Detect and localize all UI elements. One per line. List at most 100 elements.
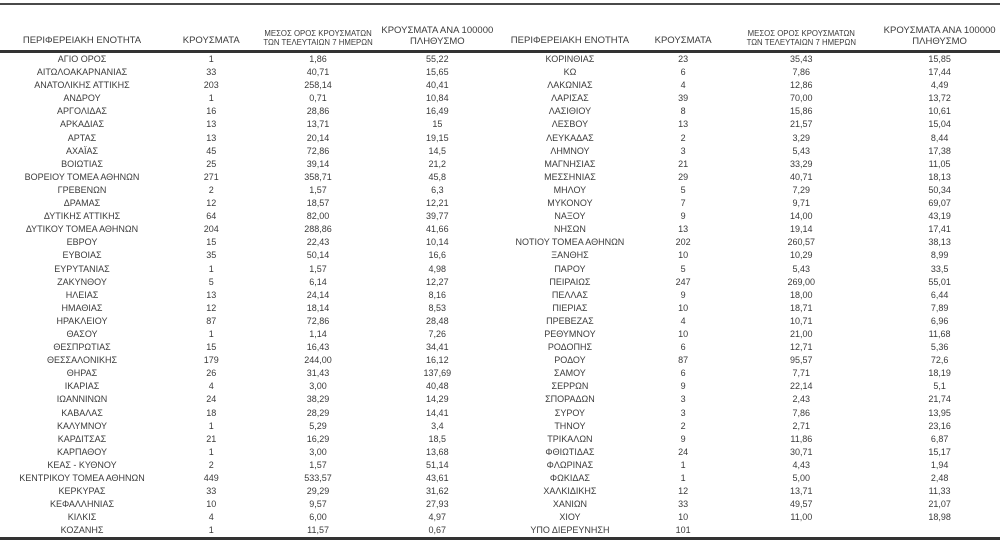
table-row: ΤΡΙΚΑΛΩΝ 9 11,86 6,87	[497, 433, 1000, 446]
region-name: ΘΕΣΣΑΛΟΝΙΚΗΣ	[46, 355, 118, 366]
region-name: ΚΑΡΠΑΘΟΥ	[56, 446, 108, 457]
region-name: ΛΕΣΒΟΥ	[551, 119, 589, 130]
region-name: ΕΒΡΟΥ	[66, 237, 98, 248]
region-name: ΞΑΝΘΗΣ	[551, 250, 589, 261]
cases-value: 13	[678, 224, 689, 235]
avg7-value: 40,71	[790, 171, 813, 182]
per100k-value: 1,94	[930, 459, 949, 470]
table-row: ΑΝΔΡΟΥ 1 0,71 10,84	[0, 92, 497, 105]
per100k-value: 40,48	[426, 381, 449, 392]
cases-value: 1	[208, 420, 214, 431]
cases-value: 12	[678, 486, 689, 497]
per100k-value: 13,68	[426, 446, 449, 457]
table-row: ΚΕΡΚΥΡΑΣ 33 29,29 31,62	[0, 485, 497, 498]
per100k-value: 11,05	[928, 158, 951, 169]
cases-value: 13	[678, 119, 689, 130]
per100k-value: 17,44	[928, 67, 951, 78]
table-row: ΑΝΑΤΟΛΙΚΗΣ ΑΤΤΙΚΗΣ 203 258,14 40,41	[0, 79, 497, 92]
region-name: ΚΕΝΤΡΙΚΟΥ ΤΟΜΕΑ ΑΘΗΝΩΝ	[19, 473, 145, 483]
region-name: ΣΑΜΟΥ	[554, 368, 586, 379]
cases-value: 2	[680, 132, 686, 143]
per100k-value: 33,5	[930, 263, 949, 274]
avg7-value: 72,86	[306, 315, 330, 326]
per100k-value: 137,69	[423, 368, 452, 379]
cases-value: 13	[206, 289, 217, 300]
avg7-value: 38,29	[306, 394, 330, 405]
per100k-value: 21,74	[928, 394, 951, 405]
cases-value: 21	[206, 433, 217, 444]
per100k-value: 13,72	[928, 93, 951, 104]
region-name: ΠΕΙΡΑΙΩΣ	[549, 276, 591, 287]
column-header-per100k-line1: ΚΡΟΥΣΜΑΤΑ ΑΝΑ 100000	[883, 25, 996, 37]
avg7-value: 70,00	[790, 93, 813, 104]
avg7-value: 288,86	[304, 224, 332, 235]
region-name: ΝΑΞΟΥ	[554, 211, 586, 222]
cases-value: 23	[678, 54, 689, 64]
table-row: ΚΕΝΤΡΙΚΟΥ ΤΟΜΕΑ ΑΘΗΝΩΝ 449 533,57 43,61	[0, 472, 497, 485]
cases-value: 33	[206, 486, 217, 497]
region-name: ΠΙΕΡΙΑΣ	[552, 302, 588, 313]
avg7-value: 2,43	[792, 394, 811, 405]
table-row: ΜΕΣΣΗΝΙΑΣ 29 40,71 18,13	[497, 171, 1000, 184]
cases-value: 5	[680, 184, 686, 195]
table-row: ΦΩΚΙΔΑΣ 1 5,00 2,48	[497, 472, 1000, 485]
table-row: ΕΒΡΟΥ 15 22,43 10,14	[0, 236, 497, 249]
cases-value: 4	[208, 512, 214, 523]
region-name: ΚΩ	[563, 67, 577, 78]
avg7-value: 22,43	[306, 237, 330, 248]
region-name: ΛΕΥΚΑΔΑΣ	[546, 132, 594, 143]
table-row: ΤΗΝΟΥ 2 2,71 23,16	[497, 420, 1000, 433]
region-name: ΓΡΕΒΕΝΩΝ	[57, 184, 107, 195]
avg7-value: 7,29	[792, 184, 811, 195]
avg7-value: 28,86	[306, 106, 330, 117]
region-name: ΚΕΑΣ - ΚΥΘΝΟΥ	[47, 459, 117, 470]
avg7-value: 3,00	[309, 381, 327, 392]
cases-value: 9	[680, 289, 686, 300]
column-header-avg7-line1: ΜΕΣΟΣ ΟΡΟΣ ΚΡΟΥΣΜΑΤΩΝ	[264, 29, 372, 39]
per100k-value: 17,41	[928, 224, 951, 235]
avg7-value: 5,00	[792, 473, 811, 483]
cases-value: 2	[208, 459, 214, 470]
per100k-value: 15	[432, 119, 443, 130]
table-row: ΧΑΛΚΙΔΙΚΗΣ 12 13,71 11,33	[497, 485, 1000, 498]
table-row: ΜΑΓΝΗΣΙΑΣ 21 33,29 11,05	[497, 158, 1000, 171]
cases-value: 24	[678, 446, 689, 457]
avg7-value: 7,71	[792, 368, 811, 379]
per100k-value: 6,96	[930, 315, 949, 326]
per100k-value: 50,34	[928, 184, 951, 195]
region-name: ΑΧΑΪΑΣ	[65, 145, 99, 156]
avg7-value: 33,29	[790, 158, 813, 169]
table-row: ΞΑΝΘΗΣ 10 10,29 8,99	[497, 249, 1000, 262]
avg7-value: 3,00	[309, 446, 327, 457]
avg7-value: 7,86	[792, 67, 811, 78]
region-name: ΝΟΤΙΟΥ ΤΟΜΕΑ ΑΘΗΝΩΝ	[515, 237, 625, 248]
cases-value: 64	[206, 211, 217, 222]
table-row: ΗΛΕΙΑΣ 13 24,14 8,16	[0, 289, 497, 302]
table-row: ΣΑΜΟΥ 6 7,71 18,19	[497, 367, 1000, 380]
cases-value: 10	[678, 302, 689, 313]
per100k-value: 38,13	[928, 237, 951, 248]
per100k-value: 15,17	[928, 446, 951, 457]
avg7-value: 16,43	[306, 342, 330, 353]
region-name: ΦΩΚΙΔΑΣ	[549, 473, 590, 483]
table-row: ΘΗΡΑΣ 26 31,43 137,69	[0, 367, 497, 380]
table-left: ΠΕΡΙΦΕΡΕΙΑΚΗ ΕΝΟΤΗΤΑ ΚΡΟΥΣΜΑΤΑ ΜΕΣΟΣ ΟΡΟ…	[0, 5, 497, 537]
table-row: ΠΕΙΡΑΙΩΣ 247 269,00 55,01	[497, 276, 1000, 289]
avg7-value: 2,71	[792, 420, 811, 431]
avg7-value: 49,57	[790, 499, 813, 510]
avg7-value: 18,71	[790, 302, 813, 313]
per100k-value: 34,41	[426, 342, 449, 353]
per100k-value: 7,26	[428, 328, 447, 339]
table-row: ΡΟΔΟΠΗΣ 6 12,71 5,36	[497, 341, 1000, 354]
cases-value: 1	[208, 263, 214, 274]
avg7-value: 82,00	[306, 211, 330, 222]
table-row: ΜΥΚΟΝΟΥ 7 9,71 69,07	[497, 197, 1000, 210]
cases-value: 33	[678, 499, 689, 510]
cases-value: 6	[680, 368, 686, 379]
cases-value: 1	[208, 446, 214, 457]
avg7-value: 5,43	[792, 145, 811, 156]
per100k-value: 12,21	[426, 198, 449, 209]
table-row: ΛΑΚΩΝΙΑΣ 4 12,86 4,49	[497, 79, 1000, 92]
table-row: ΛΑΣΙΘΙΟΥ 8 15,86 10,61	[497, 105, 1000, 118]
avg7-value: 15,86	[790, 106, 813, 117]
